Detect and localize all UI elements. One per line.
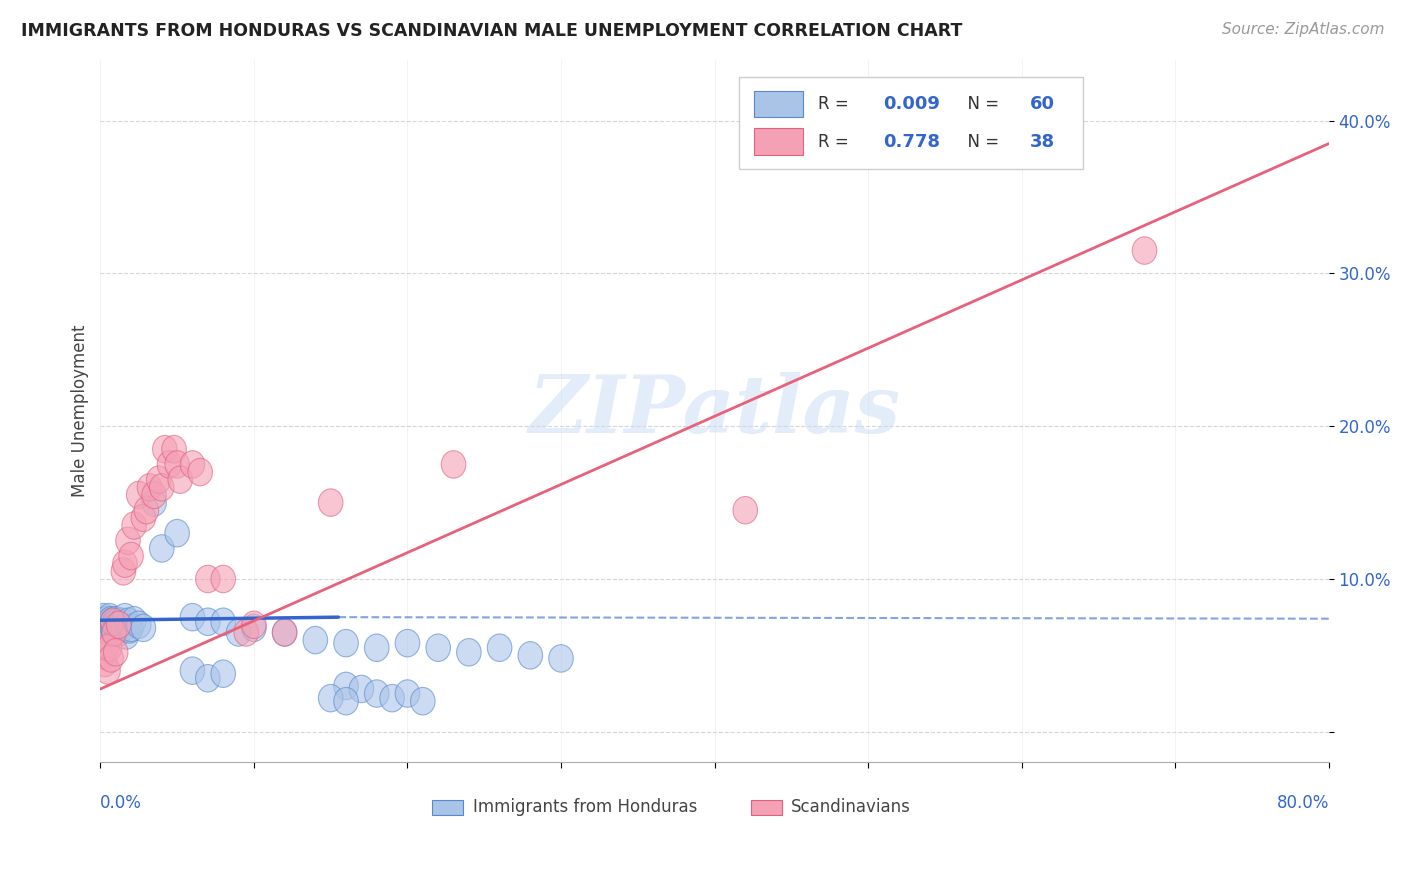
Text: 0.0%: 0.0%: [100, 794, 142, 812]
Text: 0.778: 0.778: [883, 133, 939, 151]
Text: R =: R =: [818, 133, 853, 151]
FancyBboxPatch shape: [751, 799, 782, 815]
Text: 60: 60: [1031, 95, 1056, 113]
FancyBboxPatch shape: [740, 78, 1083, 169]
Text: 38: 38: [1031, 133, 1056, 151]
FancyBboxPatch shape: [432, 799, 463, 815]
Text: Scandinavians: Scandinavians: [790, 797, 911, 815]
Text: IMMIGRANTS FROM HONDURAS VS SCANDINAVIAN MALE UNEMPLOYMENT CORRELATION CHART: IMMIGRANTS FROM HONDURAS VS SCANDINAVIAN…: [21, 22, 963, 40]
Text: Immigrants from Honduras: Immigrants from Honduras: [472, 797, 697, 815]
Text: ZIPatlas: ZIPatlas: [529, 372, 901, 450]
FancyBboxPatch shape: [754, 128, 803, 155]
Text: N =: N =: [956, 133, 1004, 151]
Text: 0.009: 0.009: [883, 95, 939, 113]
Text: R =: R =: [818, 95, 853, 113]
Text: Source: ZipAtlas.com: Source: ZipAtlas.com: [1222, 22, 1385, 37]
Text: 80.0%: 80.0%: [1277, 794, 1329, 812]
Text: N =: N =: [956, 95, 1004, 113]
Y-axis label: Male Unemployment: Male Unemployment: [72, 325, 89, 497]
FancyBboxPatch shape: [754, 90, 803, 117]
